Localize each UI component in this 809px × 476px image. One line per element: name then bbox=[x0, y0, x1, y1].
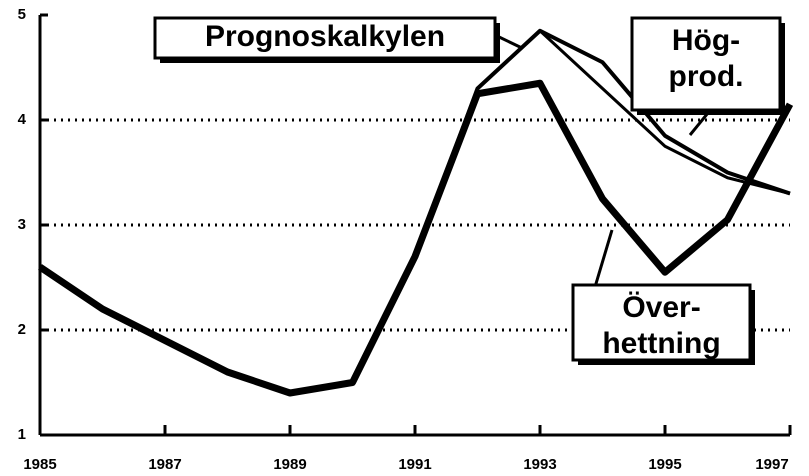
y-tick-label: 3 bbox=[18, 216, 26, 233]
annotation-box bbox=[571, 283, 752, 362]
x-tick-label: 1989 bbox=[273, 456, 306, 473]
series-line bbox=[39, 29, 791, 395]
annotation-text: Prognoskalkylen bbox=[205, 20, 445, 53]
x-tick-label: 1993 bbox=[523, 456, 556, 473]
y-tick-label: 1 bbox=[18, 426, 26, 443]
y-tick-label: 2 bbox=[18, 321, 26, 338]
annotation-text: Hög- bbox=[672, 24, 740, 57]
arrow bbox=[593, 229, 614, 288]
arrow bbox=[496, 34, 523, 50]
y-tick-label: 4 bbox=[18, 111, 27, 128]
x-tick-label: 1991 bbox=[398, 456, 431, 473]
annotation-text: prod. bbox=[669, 60, 744, 93]
x-tick-label: 1987 bbox=[148, 456, 181, 473]
x-tick-label: 1985 bbox=[23, 456, 56, 473]
annotation-box bbox=[630, 16, 782, 112]
annotation-text: Över- bbox=[622, 291, 700, 324]
x-tick-label: 1995 bbox=[648, 456, 681, 473]
x-tick-label: 1997 bbox=[755, 456, 788, 473]
annotation-box bbox=[153, 16, 497, 60]
y-tick-label: 5 bbox=[18, 6, 26, 23]
annotation-text: hettning bbox=[602, 327, 720, 360]
